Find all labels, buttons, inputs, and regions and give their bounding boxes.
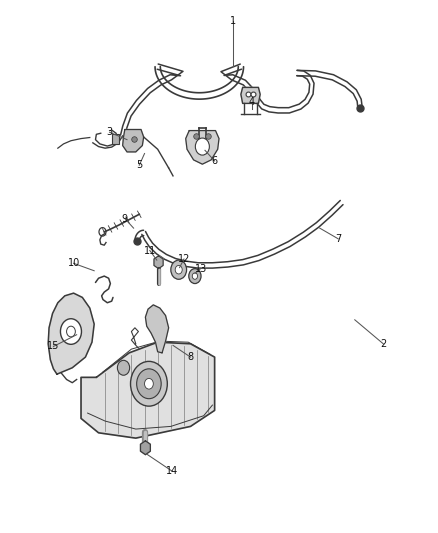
Circle shape: [145, 378, 153, 389]
Polygon shape: [123, 130, 144, 152]
Text: 13: 13: [194, 264, 207, 273]
Text: 15: 15: [47, 342, 60, 351]
Circle shape: [131, 361, 167, 406]
Text: 12: 12: [178, 254, 190, 264]
Circle shape: [137, 369, 161, 399]
Text: 9: 9: [122, 214, 128, 223]
Text: 1: 1: [230, 17, 237, 26]
Polygon shape: [145, 305, 169, 353]
Circle shape: [189, 269, 201, 284]
Circle shape: [192, 273, 198, 279]
Circle shape: [175, 265, 182, 274]
Text: 7: 7: [335, 234, 341, 244]
Polygon shape: [141, 441, 150, 455]
Text: 6: 6: [212, 156, 218, 166]
Text: 5: 5: [136, 160, 142, 170]
Polygon shape: [241, 87, 260, 103]
Text: 14: 14: [166, 466, 178, 476]
Polygon shape: [186, 131, 219, 164]
Text: 4: 4: [249, 98, 255, 107]
Bar: [112, 134, 119, 144]
Circle shape: [195, 138, 209, 155]
Text: 11: 11: [144, 246, 156, 255]
Circle shape: [117, 360, 130, 375]
Polygon shape: [81, 342, 215, 438]
Circle shape: [171, 260, 187, 279]
Polygon shape: [154, 256, 163, 269]
Circle shape: [60, 319, 81, 344]
Text: 3: 3: [106, 127, 113, 137]
Polygon shape: [48, 293, 94, 374]
Text: 10: 10: [67, 259, 80, 268]
Text: 8: 8: [187, 352, 194, 362]
Text: 2: 2: [380, 339, 386, 349]
